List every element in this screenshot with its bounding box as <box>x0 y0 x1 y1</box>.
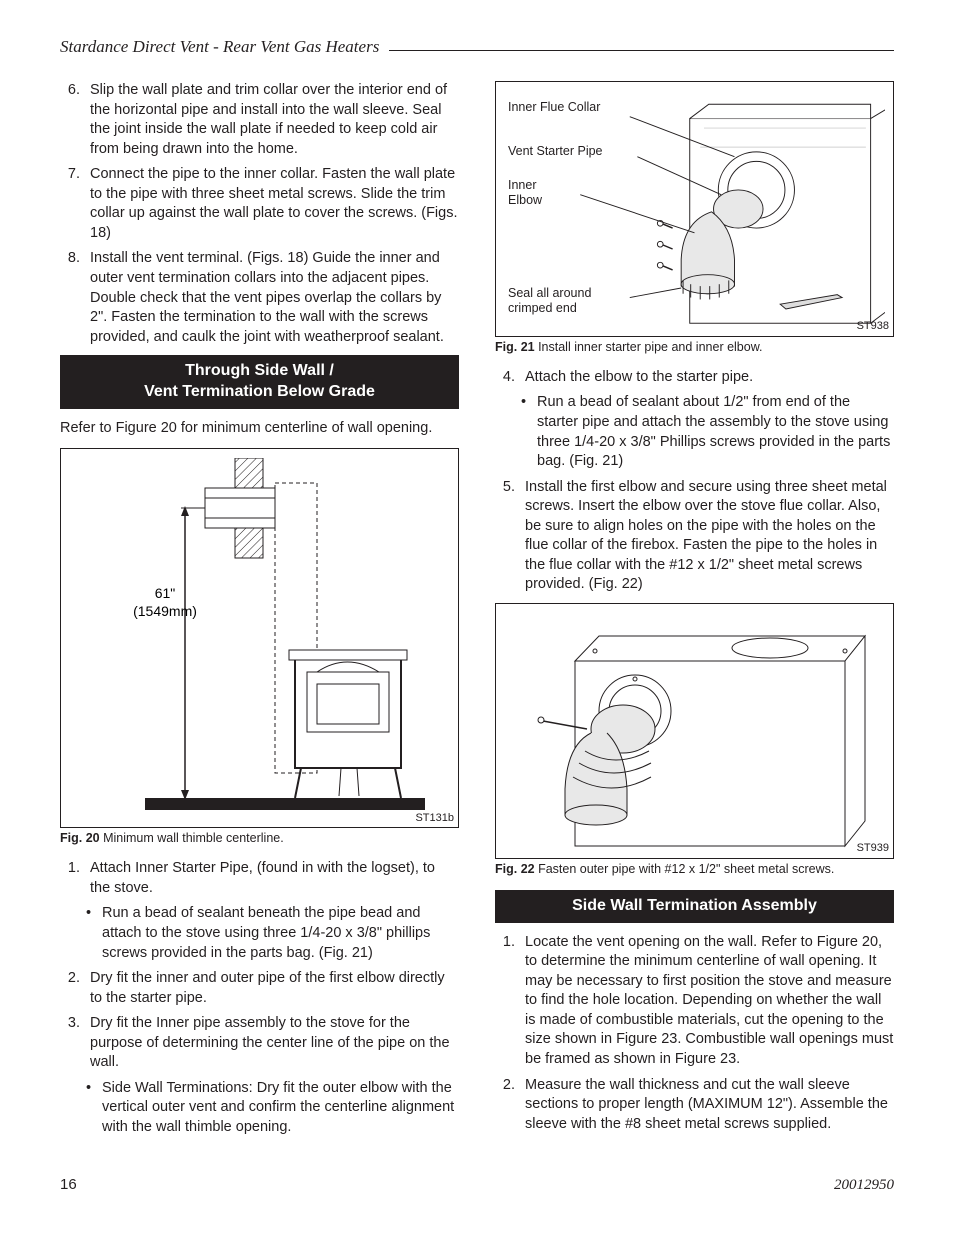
left-continued-steps: Slip the wall plate and trim collar over… <box>60 81 459 347</box>
fig20-caption-text: Minimum wall thimble centerline. <box>103 831 284 845</box>
right-new-steps: Locate the vent opening on the wall. Ref… <box>495 933 894 1135</box>
right-step-2: Measure the wall thickness and cut the w… <box>519 1076 894 1135</box>
intro-paragraph: Refer to Figure 20 for minimum centerlin… <box>60 419 459 439</box>
fig21-caption: Fig. 21 Install inner starter pipe and i… <box>495 339 894 356</box>
page-footer: 16 20012950 <box>60 1175 894 1195</box>
left-step-2: Dry fit the inner and outer pipe of the … <box>84 969 459 1008</box>
fig21-label-seal: Seal all around crimped end <box>508 286 591 316</box>
figure-22: ST939 <box>495 603 894 859</box>
fig22-caption-bold: Fig. 22 <box>495 862 535 876</box>
fig22-caption-text: Fasten outer pipe with #12 x 1/2" sheet … <box>538 862 834 876</box>
right-step-5: Install the first elbow and secure using… <box>519 478 894 595</box>
fig22-ref: ST939 <box>857 841 889 856</box>
fig22-diagram <box>515 611 875 851</box>
running-header: Stardance Direct Vent - Rear Vent Gas He… <box>60 36 894 59</box>
page-number: 16 <box>60 1175 77 1195</box>
right-step-4-sub: Run a bead of sealant about 1/2" from en… <box>525 393 894 471</box>
left-step-1-sub: Run a bead of sealant beneath the pipe b… <box>90 904 459 963</box>
right-step-4: Attach the elbow to the starter pipe. Ru… <box>519 368 894 472</box>
section-bar-side-wall-termination: Side Wall Termination Assembly <box>495 890 894 923</box>
fig21-caption-text: Install inner starter pipe and inner elb… <box>538 340 762 354</box>
fig20-diagram: 61" (1549mm) <box>95 458 425 818</box>
header-rule <box>389 50 894 51</box>
fig22-caption: Fig. 22 Fasten outer pipe with #12 x 1/2… <box>495 861 894 878</box>
left-new-steps: Attach Inner Starter Pipe, (found in wit… <box>60 859 459 1137</box>
fig20-caption: Fig. 20 Minimum wall thimble centerline. <box>60 830 459 847</box>
fig21-label-starter: Vent Starter Pipe <box>508 144 603 159</box>
figure-21: Inner Flue Collar Vent Starter Pipe Inne… <box>495 81 894 337</box>
fig21-label-flue: Inner Flue Collar <box>508 100 600 115</box>
step-7: Connect the pipe to the inner collar. Fa… <box>84 165 459 243</box>
right-continued-steps: Attach the elbow to the starter pipe. Ru… <box>495 368 894 595</box>
step-6: Slip the wall plate and trim collar over… <box>84 81 459 159</box>
section-bar-through-side-wall: Through Side Wall / Vent Termination Bel… <box>60 355 459 409</box>
right-step-1: Locate the vent opening on the wall. Ref… <box>519 933 894 1070</box>
left-step-3-sub: Side Wall Terminations: Dry fit the oute… <box>90 1079 459 1138</box>
left-step-1: Attach Inner Starter Pipe, (found in wit… <box>84 859 459 963</box>
right-column: Inner Flue Collar Vent Starter Pipe Inne… <box>495 81 894 1146</box>
svg-text:61": 61" <box>154 585 175 601</box>
section-line1: Through Side Wall / <box>185 362 334 379</box>
fig21-ref: ST938 <box>857 319 889 334</box>
running-header-title: Stardance Direct Vent - Rear Vent Gas He… <box>60 36 379 59</box>
fig20-ref: ST131b <box>415 811 454 826</box>
left-column: Slip the wall plate and trim collar over… <box>60 81 459 1146</box>
left-step-3: Dry fit the Inner pipe assembly to the s… <box>84 1014 459 1137</box>
column-layout: Slip the wall plate and trim collar over… <box>60 81 894 1146</box>
section-line2: Vent Termination Below Grade <box>144 383 375 400</box>
document-number: 20012950 <box>834 1175 894 1195</box>
fig20-caption-bold: Fig. 20 <box>60 831 100 845</box>
figure-20: 61" (1549mm) ST131b <box>60 448 459 828</box>
fig21-caption-bold: Fig. 21 <box>495 340 535 354</box>
step-8: Install the vent terminal. (Figs. 18) Gu… <box>84 249 459 347</box>
svg-text:(1549mm): (1549mm) <box>133 603 197 619</box>
fig21-label-elbow: Inner Elbow <box>508 178 542 208</box>
